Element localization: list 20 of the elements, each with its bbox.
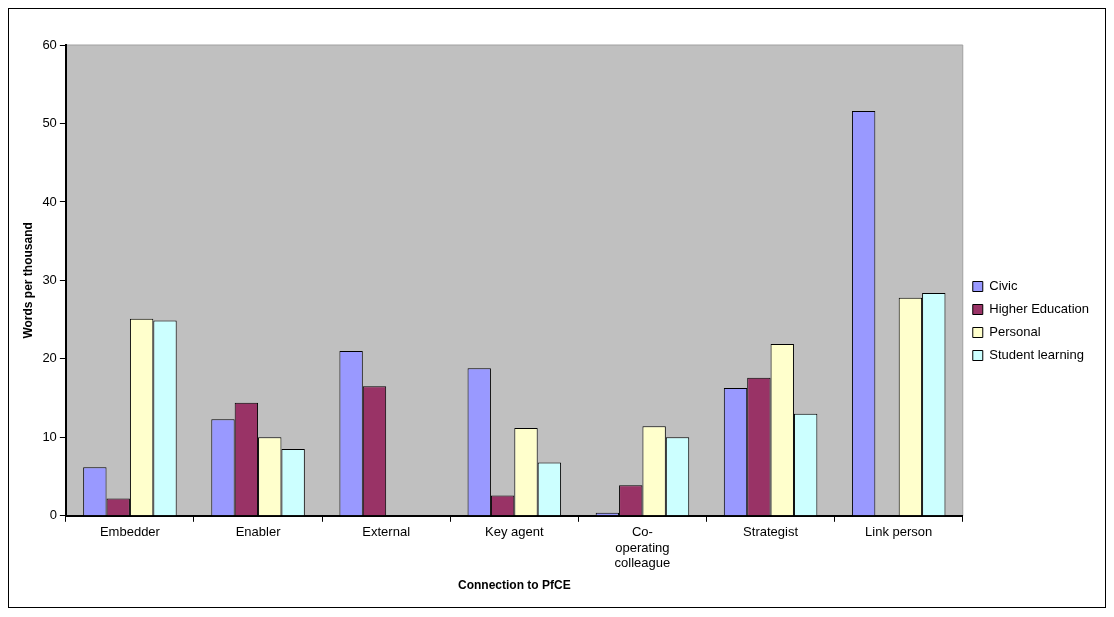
x-tick-label: Key agent [485,524,544,540]
y-axis-title: Words per thousand [20,222,35,339]
legend-label: Student learning [989,347,1084,363]
x-tick-label: Strategist [743,524,799,540]
legend-label: Civic [989,278,1018,294]
legend-label: Personal [989,324,1041,340]
x-tick-label: External [362,524,411,540]
y-tick-label: 20 [42,350,57,366]
y-tick-label: 0 [49,507,57,523]
y-tick-label: 50 [42,115,57,131]
x-tick-label: Link person [865,524,933,540]
y-tick-label: 60 [42,36,57,52]
x-axis-title: Connection to PfCE [457,578,571,593]
x-tick-label: Embedder [99,524,161,540]
x-tick-label: Co-operating colleague [614,524,671,571]
legend-label: Higher Education [989,301,1090,317]
y-tick-label: 40 [42,193,57,209]
y-tick-label: 30 [42,271,57,287]
y-tick-label: 10 [42,428,57,444]
x-tick-label: Enabler [235,524,282,540]
